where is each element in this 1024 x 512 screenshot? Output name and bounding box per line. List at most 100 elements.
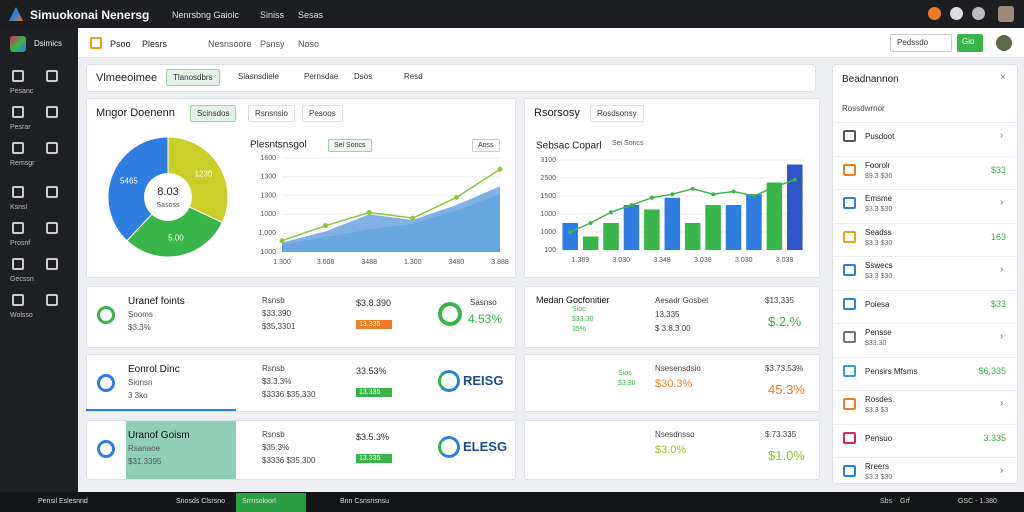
panel-tab[interactable]: Rsnsnsio — [248, 105, 295, 122]
panel-tab[interactable]: Scinsdos — [190, 105, 237, 122]
list-row[interactable] — [834, 457, 1016, 490]
card-icon — [97, 374, 115, 392]
nav-icon[interactable] — [12, 258, 24, 270]
avatar[interactable] — [998, 6, 1014, 22]
nav-icon[interactable] — [12, 222, 24, 234]
toolbar — [78, 28, 1024, 58]
toolbar-item[interactable]: Psoo — [110, 39, 131, 49]
chevron[interactable]: › — [1000, 264, 1004, 275]
list-row[interactable] — [834, 122, 1016, 155]
card-mid: $35.3% — [262, 443, 290, 452]
card-title: Medan Gocfonitier — [536, 295, 610, 305]
chevron[interactable]: › — [1000, 465, 1004, 476]
button[interactable]: Gio — [957, 34, 983, 52]
nav-label[interactable]: Prosnf — [10, 240, 31, 247]
nav-icon[interactable] — [46, 70, 58, 82]
nav-icon[interactable] — [46, 258, 58, 270]
menu-item[interactable]: Nenrsbng Gaiolc — [172, 10, 240, 20]
card-sub: $31.3395 — [128, 457, 162, 466]
card-mid: Rsnsb — [262, 430, 285, 439]
chevron[interactable]: › — [1000, 197, 1004, 208]
card-amount: $3.5.3% — [356, 432, 390, 442]
top-icon[interactable] — [950, 7, 963, 20]
tab[interactable]: Dsos — [354, 72, 373, 81]
list-icon — [843, 431, 856, 444]
list-icon — [843, 398, 856, 410]
action[interactable]: Aoss — [472, 139, 500, 152]
filter[interactable]: Rosdsonsy — [590, 105, 644, 122]
tab[interactable]: Resd — [404, 72, 423, 81]
badge[interactable]: Sei Soncs — [612, 140, 644, 147]
card — [524, 286, 820, 348]
nav-label[interactable]: Pesrar — [10, 124, 31, 131]
toolbar-item[interactable]: Noso — [298, 39, 320, 49]
chevron[interactable]: › — [1000, 130, 1004, 141]
bottom-item[interactable]: Srrnsoloorl — [242, 498, 276, 505]
card-sub: Sooms — [128, 310, 153, 319]
nav-label[interactable]: Remsgr — [10, 160, 35, 167]
badge[interactable]: Sei Soncs — [328, 139, 372, 152]
nav-icon[interactable] — [46, 186, 58, 198]
item-sub: $3.3 $30 — [865, 273, 893, 280]
nav-icon[interactable] — [46, 222, 58, 234]
nav-icon[interactable] — [12, 142, 24, 154]
card-sub: $3.3% — [128, 323, 151, 332]
list-icon — [843, 364, 856, 377]
card-mid: Rsnsb — [262, 364, 285, 373]
nav-label[interactable]: Ksnsl — [10, 204, 28, 211]
status-item: Grf — [900, 498, 910, 505]
chevron[interactable]: › — [1000, 398, 1004, 409]
card-mid: $3336 $35,300 — [262, 456, 316, 465]
tool-icon — [90, 37, 102, 49]
list-row[interactable] — [834, 423, 1016, 457]
toolbar-item[interactable]: Psnsy — [260, 39, 285, 49]
close[interactable]: × — [1000, 72, 1006, 83]
panel-title: Beadnannon — [842, 74, 899, 85]
list-icon — [843, 264, 856, 276]
bottom-item[interactable]: Snosds Clsrsno — [176, 498, 226, 505]
item-name: Rosdes — [865, 395, 893, 404]
nav-icon[interactable] — [12, 70, 24, 82]
nav-label[interactable]: Wolsso — [10, 312, 33, 319]
nav-icon[interactable] — [46, 106, 58, 118]
chevron[interactable]: › — [1000, 331, 1004, 342]
tab[interactable]: Siasnsdiele — [238, 72, 279, 81]
top-icon[interactable] — [972, 7, 985, 20]
list-row[interactable] — [834, 390, 1016, 423]
card-sub: $33.30 — [572, 316, 594, 323]
nav-icon[interactable] — [12, 294, 24, 306]
panel-tab[interactable]: Pesoos — [302, 105, 343, 122]
list-row[interactable] — [834, 189, 1016, 222]
nav-icon[interactable] — [12, 106, 24, 118]
nav-label[interactable]: Gecssn — [10, 276, 34, 283]
status-item: Sbs — [880, 498, 893, 505]
menu-item[interactable]: Siniss — [260, 10, 285, 20]
nav-icon[interactable] — [46, 294, 58, 306]
list-row[interactable] — [834, 256, 1016, 289]
nav-icon[interactable] — [46, 142, 58, 154]
search-box[interactable]: Pedssdo — [890, 34, 952, 52]
menu-item[interactable]: Sesas — [298, 10, 324, 20]
nav-label[interactable]: Pesanc — [10, 88, 34, 95]
toolbar-item[interactable]: Nesnsoore — [208, 39, 252, 49]
list-row[interactable] — [834, 155, 1016, 189]
list-icon — [843, 465, 856, 477]
toolbar-item[interactable]: Plesrs — [142, 39, 168, 49]
panel-sub: Rossdwrnor — [842, 104, 885, 113]
top-icon[interactable] — [928, 7, 941, 20]
tab[interactable]: Pernsdae — [304, 72, 339, 81]
progress — [86, 409, 236, 411]
item-value: $33 — [990, 298, 1006, 309]
item-sub: $3.3 $30 — [865, 474, 893, 481]
list-row[interactable] — [834, 356, 1016, 390]
panel-title: Rsorsosy — [534, 107, 580, 119]
card-icon — [97, 306, 115, 324]
list-row[interactable] — [834, 323, 1016, 356]
nav-icon[interactable] — [12, 186, 24, 198]
bottom-item[interactable]: Bnn Csnsnsnsu — [340, 498, 390, 505]
list-row[interactable] — [834, 289, 1016, 323]
item-name: Pensuo — [865, 433, 893, 443]
tab[interactable]: Tlanosdbrs — [166, 69, 220, 86]
bottom-item[interactable]: Pensil Eslesnnd — [38, 498, 88, 505]
list-row[interactable] — [834, 222, 1016, 256]
